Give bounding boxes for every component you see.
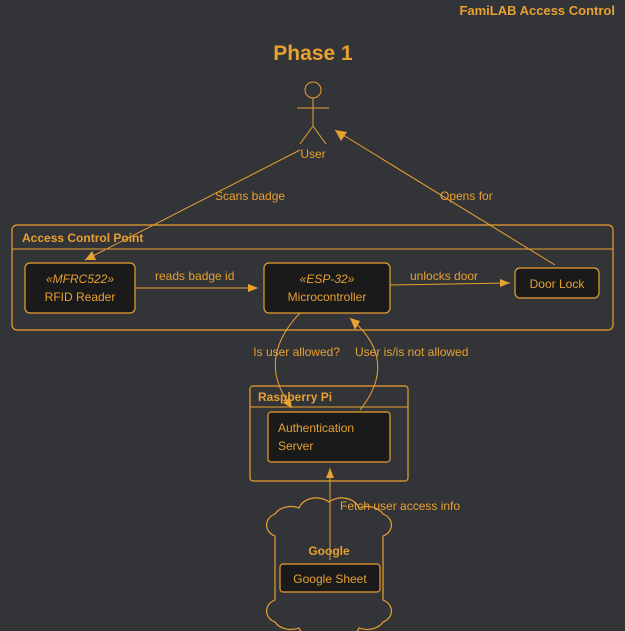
edge-reads-badge-id: reads badge id [135, 269, 258, 292]
edge-fetch-label: Fetch user access info [340, 499, 460, 513]
diagram: FamiLAB Access Control Phase 1 User Acce… [0, 0, 625, 631]
actor-label: User [300, 147, 325, 161]
edge-user-is-allowed: User is/is not allowed [350, 318, 468, 410]
node-microcontroller: «ESP-32» Microcontroller [264, 263, 390, 313]
edge-reads-label: reads badge id [155, 269, 234, 283]
node-auth-server: Authentication Server [268, 412, 390, 462]
edge-alloweda-label: User is/is not allowed [355, 345, 468, 359]
title-text: Phase 1 [273, 42, 353, 65]
edge-opens-label: Opens for [440, 189, 493, 203]
group-acp-title: Access Control Point [22, 231, 143, 245]
node-door-lock: Door Lock [515, 268, 599, 298]
edge-scans-label: Scans badge [215, 189, 285, 203]
edge-opens-for: Opens for [335, 130, 555, 265]
group-rpi-title: Raspberry Pi [258, 390, 332, 404]
header-text: FamiLAB Access Control [459, 3, 615, 18]
node-google-sheet: Google Sheet [280, 564, 380, 592]
auth-label-2: Server [278, 439, 313, 453]
actor-user: User [297, 82, 329, 161]
rfid-stereotype: «MFRC522» [46, 272, 114, 286]
edge-scans-badge: Scans badge [85, 150, 300, 260]
edge-unlocks-label: unlocks door [410, 269, 478, 283]
node-rfid-reader: «MFRC522» RFID Reader [25, 263, 135, 313]
group-google-title: Google [308, 544, 350, 558]
sheet-label: Google Sheet [293, 572, 367, 586]
mcu-stereotype: «ESP-32» [300, 272, 355, 286]
auth-label-1: Authentication [278, 421, 354, 435]
edge-unlocks-door: unlocks door [390, 269, 510, 287]
mcu-label: Microcontroller [288, 290, 367, 304]
rfid-label: RFID Reader [45, 290, 116, 304]
edge-allowedq-label: Is user allowed? [253, 345, 340, 359]
lock-label: Door Lock [530, 277, 586, 291]
